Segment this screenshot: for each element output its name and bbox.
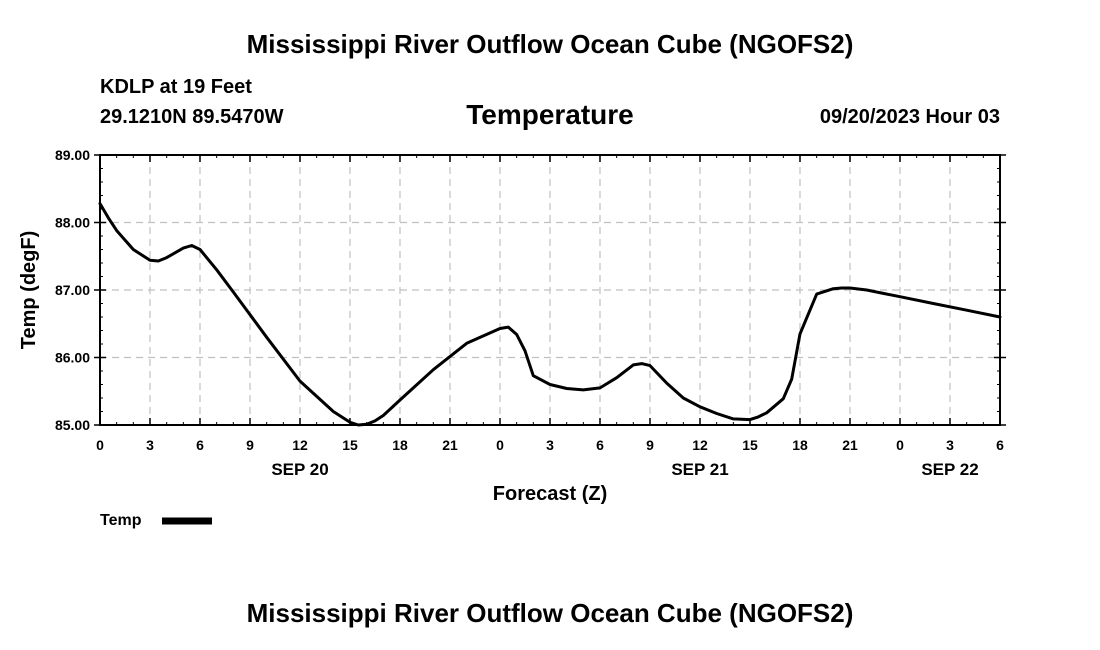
x-tick-label: 21 (842, 437, 858, 453)
x-tick-label: 21 (442, 437, 458, 453)
x-tick-label: 3 (146, 437, 154, 453)
y-tick-label: 86.00 (55, 350, 90, 366)
y-tick-label: 89.00 (55, 147, 90, 163)
x-tick-label: 0 (96, 437, 104, 453)
day-label: SEP 21 (671, 460, 728, 479)
x-tick-label: 9 (646, 437, 654, 453)
x-tick-label: 6 (596, 437, 604, 453)
station-coordinates: 29.1210N 89.5470W (100, 106, 284, 128)
x-tick-label: 6 (196, 437, 204, 453)
x-tick-label: 12 (692, 437, 708, 453)
plot-frame (99, 154, 1001, 426)
x-tick-label: 6 (996, 437, 1004, 453)
y-tick-label: 85.00 (55, 417, 90, 433)
x-tick-label: 18 (792, 437, 808, 453)
y-tick-label: 87.00 (55, 282, 90, 298)
x-tick-label: 15 (342, 437, 358, 453)
x-tick-label: 9 (246, 437, 254, 453)
variable-title: Temperature (466, 99, 634, 130)
temp-series-line (98, 202, 1002, 427)
chart-title: Mississippi River Outflow Ocean Cube (NG… (246, 29, 854, 59)
x-tick-label: 12 (292, 437, 308, 453)
day-label: SEP 22 (921, 460, 978, 479)
x-axis-label: Forecast (Z) (493, 483, 607, 505)
grid-lines (100, 155, 1000, 425)
x-tick-label: 3 (946, 437, 954, 453)
x-tick-label: 0 (896, 437, 904, 453)
legend-label: Temp (100, 512, 142, 529)
series-layer (98, 202, 1002, 427)
y-tick-label: 88.00 (55, 215, 90, 231)
x-tick-label: 3 (546, 437, 554, 453)
tick-labels: 0 3 6 9 12 15 18 21 0 3 6 9 12 15 18 21 0 3 6 85.00 86.00 87.… (55, 147, 1004, 479)
y-axis-label: Temp (degF) (18, 231, 40, 350)
forecast-datetime: 09/20/2023 Hour 03 (819, 106, 1000, 128)
x-tick-label: 15 (742, 437, 758, 453)
x-tick-label: 18 (392, 437, 408, 453)
station-name: KDLP at 19 Feet (100, 76, 252, 98)
day-label: SEP 20 (271, 460, 328, 479)
x-tick-label: 0 (496, 437, 504, 453)
footer-title: Mississippi River Outflow Ocean Cube (NG… (246, 598, 854, 628)
